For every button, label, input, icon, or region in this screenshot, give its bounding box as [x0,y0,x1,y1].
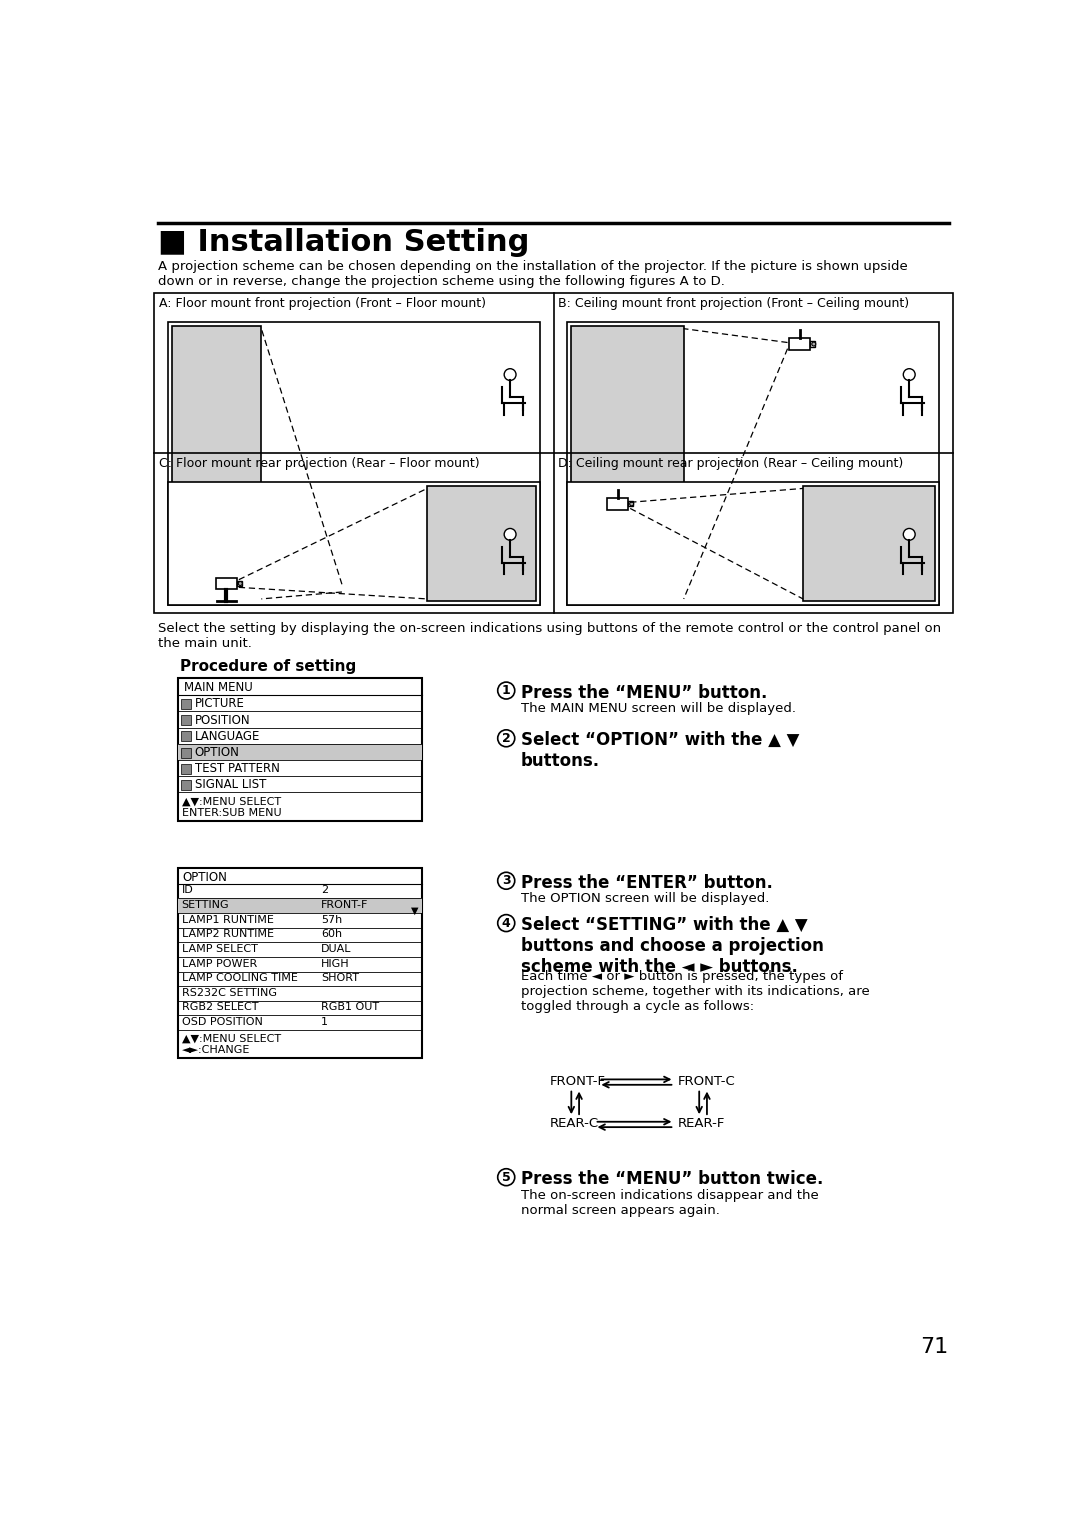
Text: FRONT-F: FRONT-F [321,900,368,909]
Bar [177,899,422,913]
Circle shape [812,342,815,346]
Circle shape [498,914,515,931]
Text: REAR-C: REAR-C [550,1117,598,1131]
Text: SIGNAL LIST: SIGNAL LIST [194,778,266,792]
Text: LANGUAGE: LANGUAGE [194,729,260,743]
Circle shape [630,502,634,505]
Bar [177,678,422,821]
Text: 60h: 60h [321,929,342,938]
Circle shape [903,528,915,540]
Text: D: Ceiling mount rear projection (Rear – Ceiling mount): D: Ceiling mount rear projection (Rear –… [558,456,903,470]
Text: 5: 5 [502,1170,511,1184]
Text: REAR-F: REAR-F [677,1117,725,1131]
Text: FRONT-F: FRONT-F [550,1074,606,1088]
Text: HIGH: HIGH [321,958,350,969]
Bar [216,578,237,589]
Circle shape [239,581,242,586]
Text: ENTER:SUB MENU: ENTER:SUB MENU [183,807,282,818]
Text: LAMP2 RUNTIME: LAMP2 RUNTIME [181,929,273,938]
Text: LAMP1 RUNTIME: LAMP1 RUNTIME [181,914,273,925]
Bar [571,327,684,601]
Circle shape [498,729,515,746]
Text: 2: 2 [321,885,328,896]
Text: LAMP POWER: LAMP POWER [181,958,257,969]
Text: DUAL: DUAL [321,945,351,954]
Text: ◄►:CHANGE: ◄►:CHANGE [183,1045,251,1054]
Bar [567,322,939,606]
Bar [804,487,935,601]
Bar [180,780,191,790]
Bar [629,501,633,507]
Text: SHORT: SHORT [321,974,359,983]
Text: 1: 1 [321,1016,328,1027]
Text: A: Floor mount front projection (Front – Floor mount): A: Floor mount front projection (Front –… [159,298,486,310]
Bar [343,583,365,594]
Text: ID: ID [181,885,193,896]
Text: 71: 71 [920,1337,948,1357]
Text: The on-screen indications disappear and the
normal screen appears again.: The on-screen indications disappear and … [521,1189,819,1216]
Text: Each time ◄ or ► button is pressed, the types of
projection scheme, together wit: Each time ◄ or ► button is pressed, the … [521,971,869,1013]
Text: 2: 2 [502,732,511,745]
Text: MAIN MENU: MAIN MENU [184,681,253,694]
Bar [607,497,629,510]
Bar [789,339,810,349]
Text: Procedure of setting: Procedure of setting [180,659,356,674]
Text: ▲▼:MENU SELECT: ▲▼:MENU SELECT [183,797,282,807]
Text: POSITION: POSITION [194,714,251,726]
Text: 3: 3 [502,874,511,887]
Bar [180,748,191,757]
Text: FRONT-C: FRONT-C [677,1074,735,1088]
Text: ▲▼:MENU SELECT: ▲▼:MENU SELECT [183,1035,282,1044]
Bar [177,743,422,760]
Text: LAMP COOLING TIME: LAMP COOLING TIME [181,974,297,983]
Text: Select “SETTING” with the ▲ ▼
buttons and choose a projection
scheme with the ◄ : Select “SETTING” with the ▲ ▼ buttons an… [521,916,824,975]
Text: RS232C SETTING: RS232C SETTING [181,987,276,998]
Circle shape [903,369,915,380]
Bar [237,581,242,586]
Text: PICTURE: PICTURE [194,697,244,711]
Bar [810,342,815,346]
Text: Press the “MENU” button.: Press the “MENU” button. [521,684,767,702]
Text: OPTION: OPTION [183,871,227,885]
Text: B: Ceiling mount front projection (Front – Ceiling mount): B: Ceiling mount front projection (Front… [558,298,909,310]
Circle shape [504,528,516,540]
Bar [567,482,939,606]
Text: RGB1 OUT: RGB1 OUT [321,1003,379,1012]
Text: 57h: 57h [321,914,342,925]
Circle shape [498,1169,515,1186]
Text: C: Floor mount rear projection (Rear – Floor mount): C: Floor mount rear projection (Rear – F… [159,456,480,470]
Text: ▼: ▼ [410,906,418,916]
Bar [177,868,422,1058]
Circle shape [498,873,515,890]
Bar [365,586,369,591]
Circle shape [504,369,516,380]
Bar [180,763,191,774]
Bar [168,482,540,606]
Text: The MAIN MENU screen will be displayed.: The MAIN MENU screen will be displayed. [521,702,796,716]
Text: ■ Installation Setting: ■ Installation Setting [159,227,529,256]
Text: A projection scheme can be chosen depending on the installation of the projector: A projection scheme can be chosen depend… [159,259,908,288]
Text: Press the “MENU” button twice.: Press the “MENU” button twice. [521,1170,823,1189]
Bar [154,293,953,613]
Text: OPTION: OPTION [194,746,240,758]
Text: 1: 1 [502,684,511,697]
Bar [428,487,536,601]
Bar [168,322,540,606]
Text: Select “OPTION” with the ▲ ▼
buttons.: Select “OPTION” with the ▲ ▼ buttons. [521,731,799,771]
Text: LAMP SELECT: LAMP SELECT [181,945,257,954]
Text: RGB2 SELECT: RGB2 SELECT [181,1003,258,1012]
Text: 4: 4 [502,917,511,929]
Circle shape [366,586,370,591]
Text: Select the setting by displaying the on-screen indications using buttons of the : Select the setting by displaying the on-… [159,623,942,650]
Text: SETTING: SETTING [181,900,229,909]
Bar [180,699,191,710]
Text: Press the “ENTER” button.: Press the “ENTER” button. [521,874,773,891]
Bar [180,731,191,742]
Bar [180,716,191,725]
Text: TEST PATTERN: TEST PATTERN [194,761,280,775]
Bar [172,327,261,601]
Circle shape [498,682,515,699]
Text: The OPTION screen will be displayed.: The OPTION screen will be displayed. [521,893,769,905]
Text: OSD POSITION: OSD POSITION [181,1016,262,1027]
